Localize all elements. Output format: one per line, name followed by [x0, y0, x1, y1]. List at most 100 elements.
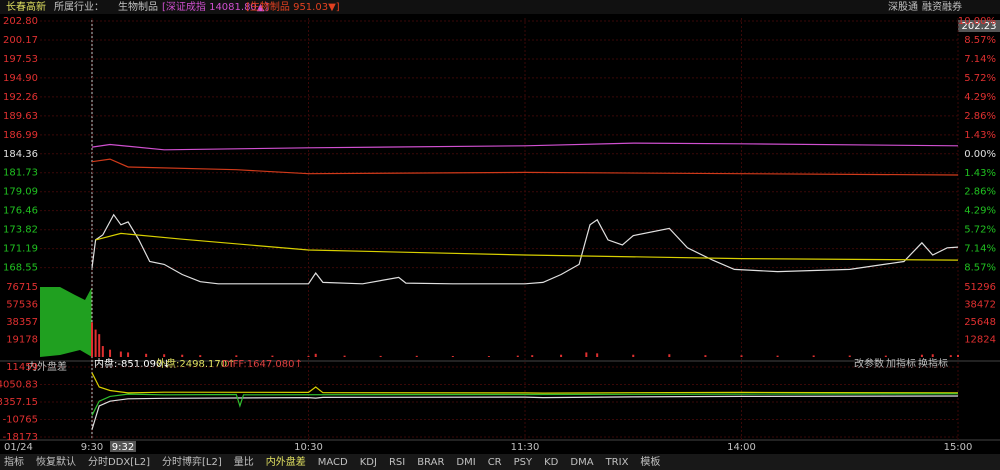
y-tick-label: 179.09 [3, 187, 38, 198]
tab[interactable]: PSY [514, 457, 533, 468]
industry-label: 所属行业： [54, 0, 104, 13]
y-tick-label: -18173 [3, 432, 38, 443]
volume-bar [181, 354, 184, 357]
volume-bar [668, 354, 671, 357]
y-tick-label: 11459 [6, 362, 38, 373]
y2-tick-label: 1.43% [964, 168, 996, 179]
y-tick-label: 168.55 [3, 263, 38, 274]
volume-bar [776, 355, 779, 357]
button[interactable]: 加指标 [886, 357, 916, 370]
line [91, 158, 959, 176]
y-tick-label: -10765 [3, 415, 38, 426]
y-tick-label: 181.73 [3, 168, 38, 179]
volume-bar [487, 356, 490, 357]
volume-bar [848, 355, 851, 357]
volume-bar [127, 352, 130, 357]
tab[interactable]: 分时DDX[L2] [88, 456, 150, 468]
y2-tick-label: 10.00% [958, 16, 996, 27]
tab[interactable]: CR [488, 457, 502, 468]
tab-bar [0, 454, 1000, 470]
volume-bar [704, 355, 707, 357]
volume-bar [199, 355, 202, 357]
volume-bar [314, 353, 317, 357]
volume-bar [596, 353, 599, 357]
link[interactable]: 融资融券 [922, 0, 962, 13]
tab[interactable]: 分时博弈[L2] [162, 455, 222, 468]
price-box-label: 202.23 [962, 21, 997, 32]
y-tick-label: 176.46 [3, 206, 38, 217]
tab[interactable]: 量比 [234, 456, 254, 468]
line [91, 142, 959, 151]
volume-bar [949, 355, 952, 357]
y2-tick-label: 8.57% [964, 35, 996, 46]
x-tick-label: 10:30 [294, 442, 323, 453]
tab[interactable]: MACD [318, 457, 348, 468]
y2-tick-label: 5.72% [964, 225, 996, 236]
y-tick-label: 19178 [6, 334, 38, 345]
y-tick-label: 4050.83 [0, 380, 38, 391]
volume-bar [920, 354, 923, 357]
y-tick-label: 186.99 [3, 130, 38, 141]
tab[interactable]: 指标 [4, 455, 24, 468]
x-tick-label: 9:30 [81, 442, 103, 453]
tab[interactable]: 恢复默认 [36, 455, 76, 468]
y2-tick-label: 8.57% [964, 263, 996, 274]
tab[interactable]: 内外盘差 [266, 455, 306, 468]
y-tick-label: 57536 [6, 299, 38, 310]
y2-tick-label: 4.29% [964, 206, 996, 217]
volume-bar [101, 346, 104, 357]
volume-bar [560, 354, 563, 357]
volume-bar [585, 352, 588, 357]
volume-bar [94, 329, 97, 357]
date-label: 01/24 [4, 442, 33, 453]
volume-bar [98, 334, 101, 357]
link[interactable]: 深股通 [888, 1, 918, 13]
price-box [958, 20, 1000, 32]
tab[interactable]: KDJ [360, 457, 377, 468]
index2: [生物制品 951.03▼] [246, 0, 340, 13]
y-tick-label: 184.36 [3, 149, 38, 160]
stock-name: 长春高新 [6, 0, 46, 13]
tab[interactable]: 模板 [640, 455, 660, 468]
cursor-label: 9:32 [112, 442, 134, 453]
diff: DIFF:1647.080↑ [222, 359, 303, 370]
volume-bar [379, 355, 382, 357]
y-tick-label: 197.53 [3, 54, 38, 65]
tab[interactable]: DMA [570, 457, 593, 468]
tab[interactable]: DMI [456, 457, 475, 468]
volume-bar [415, 355, 418, 357]
y-tick-label: 194.90 [3, 73, 38, 84]
y2-tick-label: 25648 [964, 317, 996, 328]
y2-tick-label: 51296 [964, 282, 996, 293]
y-tick-label: 171.19 [3, 244, 38, 255]
header-bar [0, 0, 1000, 14]
button[interactable]: 改参数 [854, 357, 884, 370]
y2-tick-label: 7.14% [964, 54, 996, 65]
line [91, 372, 959, 394]
y-tick-label: 76715 [6, 282, 38, 293]
y2-tick-label: 2.86% [964, 111, 996, 122]
volume-bar [91, 322, 93, 357]
tab[interactable]: RSI [389, 457, 405, 468]
x-tick-label: 11:30 [511, 442, 540, 453]
industry[interactable]: 生物制品 [118, 0, 158, 13]
x-tick-label: 14:00 [727, 442, 756, 453]
volume-bar [632, 354, 635, 357]
volume-bar [931, 354, 934, 357]
tab[interactable]: KD [544, 457, 559, 468]
y2-tick-label: 7.14% [964, 244, 996, 255]
indicator-name: 内外盘差 [27, 360, 67, 373]
volume-bar [451, 355, 454, 357]
y2-tick-label: 12824 [964, 334, 996, 345]
tab[interactable]: TRIX [605, 457, 629, 468]
index1: [深证成指 14081.80▲] [162, 0, 268, 13]
volume-bar [812, 355, 815, 357]
y2-tick-label: 2.86% [964, 187, 996, 198]
tab[interactable]: BRAR [417, 457, 444, 468]
button[interactable]: 换指标 [918, 357, 948, 370]
volume-bar [109, 349, 112, 357]
line [95, 232, 959, 261]
volume-bar [516, 355, 519, 357]
volume-bar [740, 355, 743, 357]
y2-tick-label: 0.00% [964, 149, 996, 160]
